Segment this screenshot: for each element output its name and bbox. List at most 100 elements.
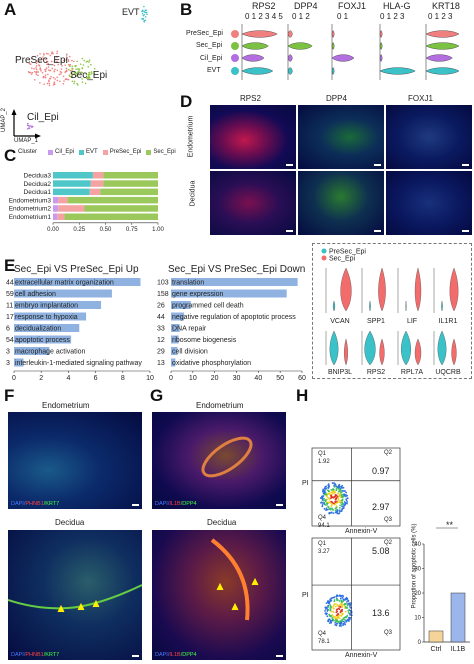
go-down-bar xyxy=(171,289,287,298)
umap-dot xyxy=(90,72,93,75)
go-down-term: oxidative phosphorylation xyxy=(172,360,251,367)
umap-dot xyxy=(66,56,68,59)
umap-dot xyxy=(67,68,70,71)
flow-top-event xyxy=(342,486,345,489)
umap-dot xyxy=(66,53,68,56)
flow-bottom-event xyxy=(332,615,335,618)
stacked-bar-segment xyxy=(53,196,59,204)
umap-dot xyxy=(43,83,45,85)
flow-top-event xyxy=(336,495,339,498)
legend-swatch xyxy=(48,149,53,155)
gene-violin xyxy=(378,267,386,312)
umap-dot xyxy=(64,78,67,80)
umap-dot xyxy=(76,60,78,63)
flow-top-event xyxy=(343,504,346,507)
umap-dot xyxy=(48,77,51,80)
go-up-bar xyxy=(14,347,50,355)
violin-shape xyxy=(241,67,274,75)
scale-rps2: 0 1 2 3 4 5 xyxy=(245,12,283,21)
umap-dot xyxy=(31,67,33,70)
umap-dot xyxy=(70,76,73,78)
flow-top-event xyxy=(338,494,341,497)
flow-bottom-event xyxy=(325,607,328,610)
violin-row-dot xyxy=(231,42,239,50)
if-image-endo-dpp4 xyxy=(298,105,384,169)
gene-violin xyxy=(344,338,348,366)
flow-top-event xyxy=(321,504,324,506)
umap-dot xyxy=(52,76,55,79)
stacked-bar-segment xyxy=(53,180,91,187)
flow-bottom-frame xyxy=(311,537,401,651)
flow-bottom-event xyxy=(335,609,338,611)
d-col-foxj1: FOXJ1 xyxy=(408,94,433,103)
umap-dot xyxy=(44,70,47,73)
flow-bottom-event xyxy=(348,603,351,606)
stacked-bar-segment xyxy=(84,205,158,212)
flow-bottom-event xyxy=(331,617,334,619)
flow-top-event xyxy=(336,510,339,513)
flow-bottom-event xyxy=(330,615,333,618)
panel-h-letter: H xyxy=(296,386,309,405)
flow-bottom-event xyxy=(331,619,333,622)
umap-dot xyxy=(85,61,88,63)
umap-dot xyxy=(33,68,35,70)
flow-bottom-event xyxy=(334,623,337,626)
flow-top-event xyxy=(330,511,333,514)
go-down-bar xyxy=(171,347,178,355)
flow-top-event xyxy=(338,512,341,515)
flow-bottom-event xyxy=(331,614,334,616)
violin-shape xyxy=(287,67,293,75)
flow-bottom-event xyxy=(340,622,343,625)
bar-y-tick-label: 10 xyxy=(414,616,421,622)
flow-bottom-event xyxy=(342,612,344,615)
umap-dot xyxy=(61,65,63,67)
umap-dot xyxy=(81,67,84,69)
umap-dot xyxy=(75,74,77,77)
umap-dot xyxy=(65,69,68,72)
flow-bottom-q3-label: Q3 xyxy=(384,630,393,636)
flow-bottom-event xyxy=(327,606,330,608)
flow-top-event xyxy=(328,507,331,510)
umap-dot xyxy=(76,82,78,85)
flow-bottom-event xyxy=(349,616,352,619)
g-bottom-title: Decidua xyxy=(207,518,237,527)
flow-bottom-event xyxy=(348,616,350,619)
violin-shape xyxy=(425,30,460,38)
umap-dot xyxy=(81,78,83,80)
stacked-bar-segment xyxy=(103,180,158,187)
stacked-bar-segment xyxy=(100,188,158,196)
flow-top-event xyxy=(336,512,339,515)
flow-top-event xyxy=(339,507,341,509)
umap-dot xyxy=(71,80,74,83)
flow-top-event xyxy=(342,507,345,509)
flow-bottom-event xyxy=(329,619,332,622)
violin-shape xyxy=(379,67,416,75)
flow-bottom-event xyxy=(344,623,347,626)
flow-top-event xyxy=(336,501,339,504)
umap-dot xyxy=(89,73,91,76)
flow-top-event xyxy=(329,501,332,504)
flow-bottom-event xyxy=(346,614,349,617)
flow-bottom-event xyxy=(342,598,345,601)
cluster-legend-item: Sec_Epi xyxy=(146,149,176,155)
gene-krt18: KRT18 xyxy=(432,1,460,11)
umap-dot xyxy=(45,52,48,55)
flow-top-event xyxy=(334,500,337,503)
flow-top-event xyxy=(333,485,336,488)
flow-bottom-event xyxy=(336,620,339,623)
flow-top-event xyxy=(326,502,329,505)
umap-dot xyxy=(143,19,145,22)
go-down-tick-label: 40 xyxy=(254,375,262,382)
flow-bottom-event xyxy=(346,607,349,609)
if-image-dec-rps2 xyxy=(210,171,296,235)
umap-dot xyxy=(68,55,71,58)
umap-dot xyxy=(54,68,56,71)
go-up-tick-label: 0 xyxy=(12,375,16,382)
flow-bottom-event xyxy=(326,608,329,611)
umap-dot xyxy=(71,74,74,77)
umap-dot xyxy=(37,74,39,77)
umap-dot xyxy=(141,9,144,12)
flow-top-event xyxy=(328,511,331,514)
umap-dot xyxy=(27,70,30,73)
violin-row-dot xyxy=(231,54,239,62)
